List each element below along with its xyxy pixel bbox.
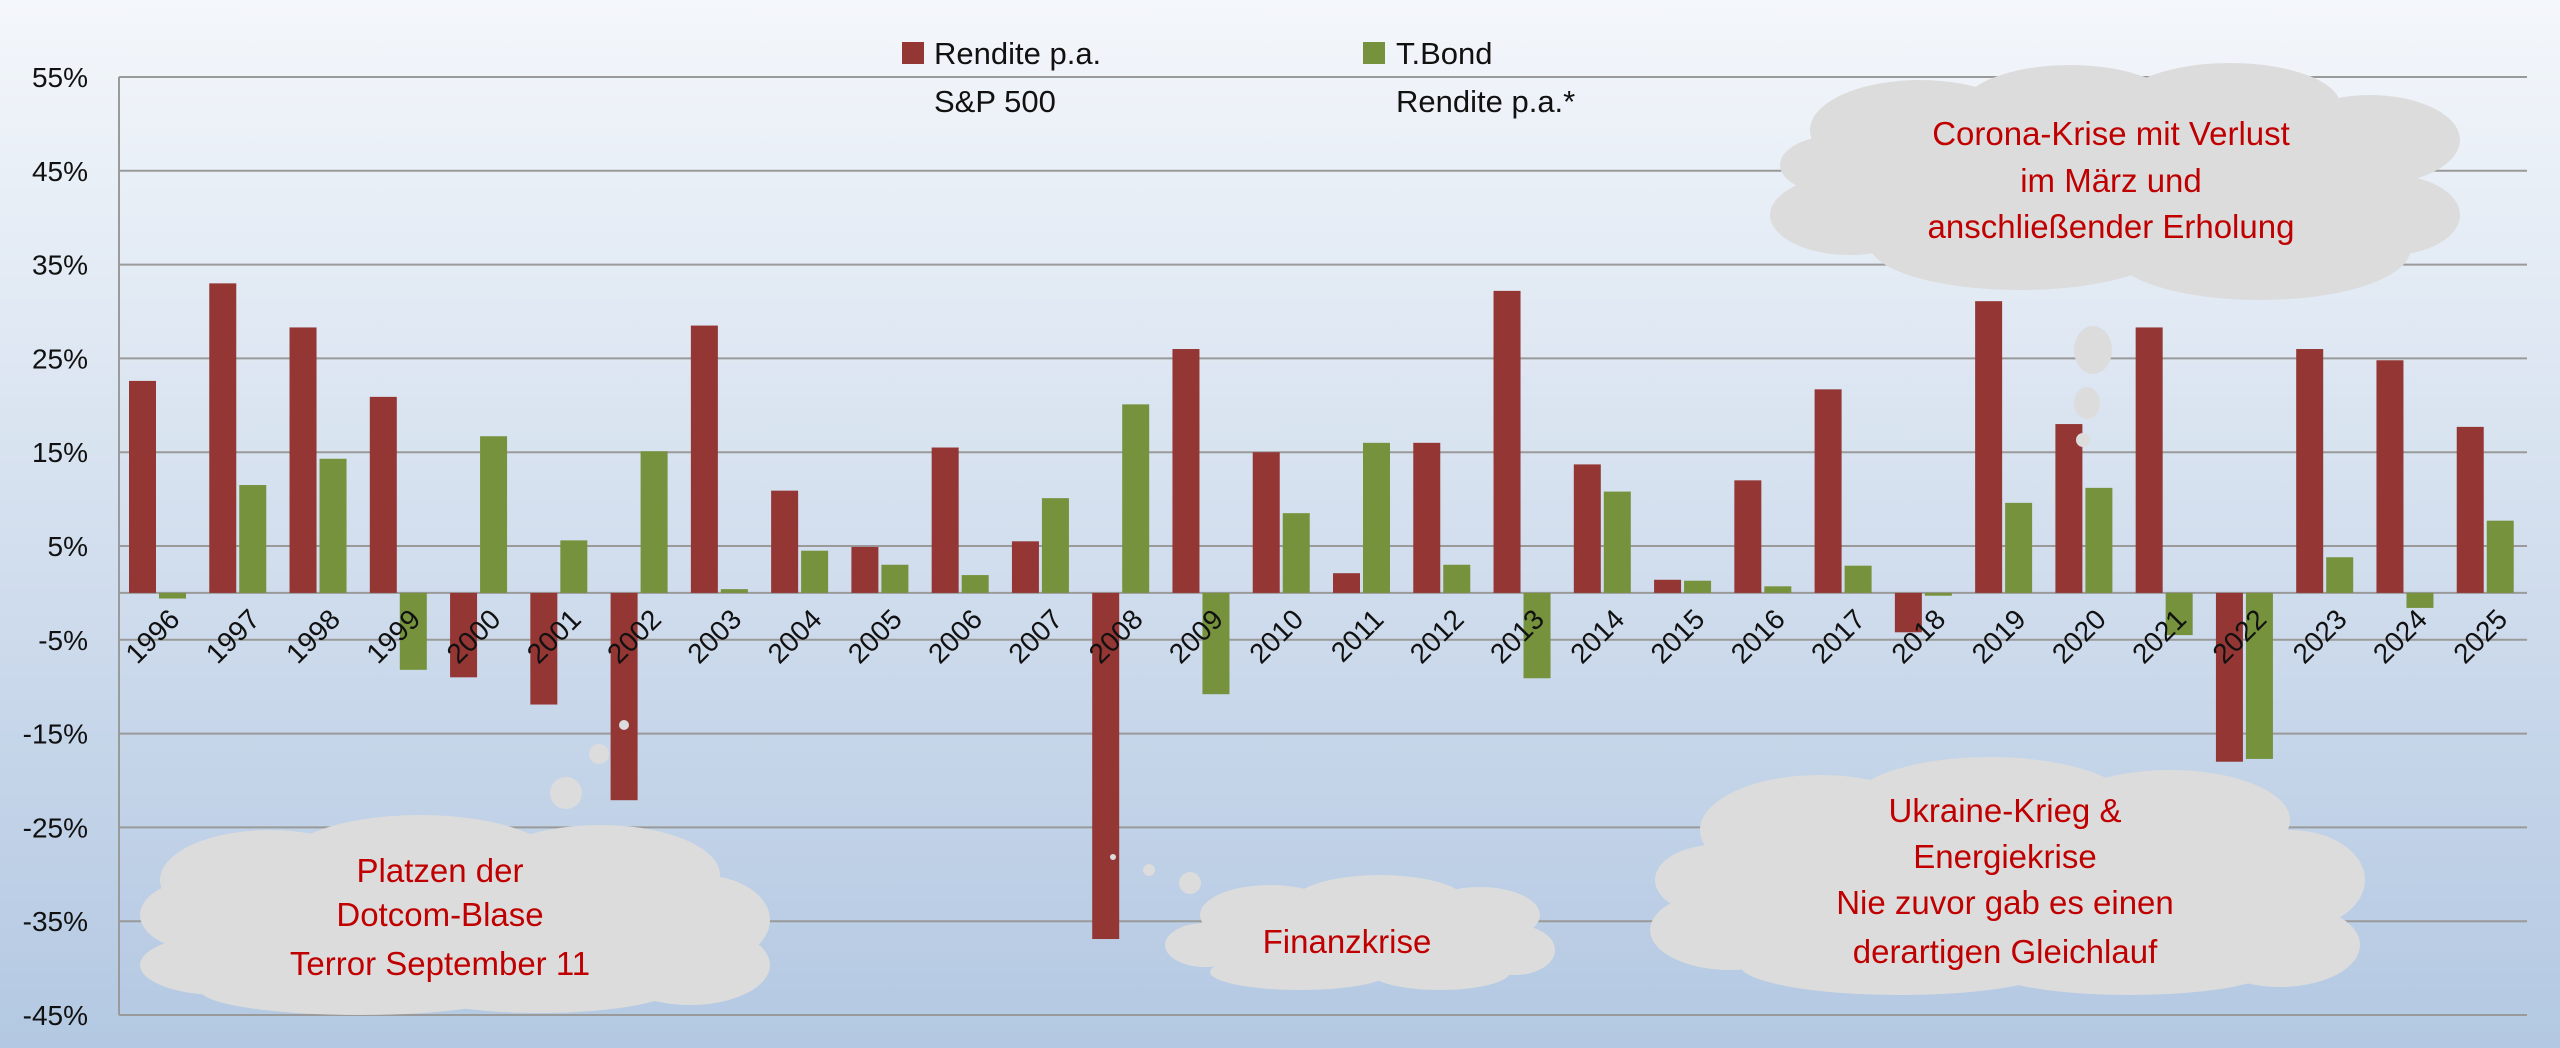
bar-tbond bbox=[1041, 498, 1069, 593]
bar-sp500 bbox=[931, 447, 959, 593]
bar-tbond bbox=[1282, 513, 1310, 593]
annotation-finanzkrise-line1: Finanzkrise bbox=[1263, 923, 1432, 960]
bars bbox=[129, 283, 2514, 940]
bar-sp500 bbox=[690, 325, 718, 593]
bar-sp500 bbox=[2135, 327, 2163, 593]
bar-tbond bbox=[1603, 491, 1631, 593]
bar-sp500 bbox=[2215, 592, 2243, 762]
bar-tbond bbox=[1764, 586, 1792, 593]
bar-tbond bbox=[1202, 592, 1230, 695]
legend-label-tbond: T.Bond bbox=[1396, 36, 1493, 71]
y-tick-label: -15% bbox=[23, 719, 88, 750]
bar-tbond bbox=[1924, 592, 1952, 596]
bar-sp500 bbox=[1975, 301, 2003, 593]
bar-tbond bbox=[961, 575, 989, 593]
bar-tbond bbox=[1443, 564, 1471, 593]
bar-sp500 bbox=[1092, 592, 1120, 940]
bar-sp500 bbox=[289, 327, 317, 593]
bar-sp500 bbox=[771, 490, 799, 593]
bar-sp500 bbox=[1011, 541, 1039, 593]
bar-tbond bbox=[1684, 580, 1712, 593]
annotation-dotcom-line2: Dotcom-Blase bbox=[336, 896, 543, 933]
y-tick-label: -45% bbox=[23, 1000, 88, 1031]
y-tick-label: 55% bbox=[32, 62, 88, 93]
bar-tbond bbox=[801, 550, 829, 593]
bar-tbond bbox=[2245, 592, 2273, 759]
bar-tbond bbox=[1844, 565, 1872, 593]
bar-sp500 bbox=[2296, 349, 2324, 593]
bar-tbond bbox=[2406, 592, 2434, 608]
y-tick-label: 35% bbox=[32, 250, 88, 281]
bar-sp500 bbox=[1413, 442, 1441, 593]
annotation-ukraine-line4: derartigen Gleichlauf bbox=[1853, 933, 2158, 970]
y-axis-ticks: 55% 45% 35% 25% 15% 5% -5% -15% -25% -35% -45% bbox=[23, 62, 88, 1031]
annotation-dotcom: Platzen der Dotcom-Blase Terror Septembe… bbox=[140, 720, 770, 1015]
y-tick-label: 15% bbox=[32, 437, 88, 468]
bar-tbond bbox=[1363, 442, 1390, 593]
bar-sp500 bbox=[2376, 360, 2404, 593]
bar-tbond bbox=[2486, 520, 2514, 593]
annotation-dotcom-line1: Platzen der bbox=[357, 852, 524, 889]
annotation-dotcom-line3: Terror September 11 bbox=[290, 945, 590, 982]
bar-sp500 bbox=[1333, 573, 1360, 593]
bar-sp500 bbox=[1894, 592, 1922, 633]
annotation-ukraine-line3: Nie zuvor gab es einen bbox=[1836, 884, 2174, 921]
legend-swatch-tbond bbox=[1363, 42, 1385, 64]
bar-tbond bbox=[2005, 502, 2033, 593]
bar-tbond bbox=[399, 592, 427, 670]
bar-sp500 bbox=[369, 396, 397, 593]
bar-sp500 bbox=[1493, 290, 1521, 593]
bar-sp500 bbox=[129, 380, 156, 593]
bar-tbond bbox=[560, 540, 588, 593]
annotation-ukraine-line1: Ukraine-Krieg & bbox=[1889, 792, 2122, 829]
annotation-corona-line3: anschließender Erholung bbox=[1928, 208, 2295, 245]
bar-tbond bbox=[239, 485, 267, 593]
legend: Rendite p.a. S&P 500 T.Bond Rendite p.a.… bbox=[902, 36, 1575, 119]
annotation-ukraine-line2: Energiekrise bbox=[1913, 838, 2096, 875]
annotation-finanzkrise: Finanzkrise bbox=[1110, 854, 1555, 990]
bar-sp500 bbox=[209, 283, 237, 593]
bar-sp500 bbox=[1573, 464, 1601, 593]
bar-sp500 bbox=[450, 592, 478, 678]
legend-label-sp500-line2: S&P 500 bbox=[934, 84, 1056, 119]
annotation-corona-line2: im März und bbox=[2020, 162, 2202, 199]
y-tick-label: -5% bbox=[38, 625, 88, 656]
y-tick-label: -25% bbox=[23, 812, 88, 843]
bar-sp500 bbox=[1814, 389, 1842, 593]
bar-sp500 bbox=[1252, 452, 1280, 593]
bar-sp500 bbox=[851, 546, 879, 593]
bar-sp500 bbox=[1734, 480, 1762, 593]
bar-sp500 bbox=[2055, 424, 2083, 593]
bar-sp500 bbox=[1172, 349, 1200, 593]
bar-tbond bbox=[480, 436, 508, 593]
bar-tbond bbox=[881, 564, 909, 593]
bar-tbond bbox=[640, 451, 668, 593]
bar-tbond bbox=[2085, 487, 2113, 593]
annotation-corona: Corona-Krise mit Verlust im März und ans… bbox=[1770, 63, 2460, 447]
bar-tbond bbox=[2165, 592, 2193, 636]
bar-tbond bbox=[720, 589, 748, 593]
y-tick-label: 5% bbox=[48, 531, 88, 562]
legend-label-tbond-line2: Rendite p.a.* bbox=[1396, 84, 1575, 119]
bar-tbond bbox=[2326, 557, 2354, 593]
bar-tbond bbox=[159, 592, 186, 599]
y-tick-label: -35% bbox=[23, 906, 88, 937]
bar-sp500 bbox=[2456, 426, 2484, 593]
legend-swatch-sp500 bbox=[902, 42, 924, 64]
bar-sp500 bbox=[530, 592, 558, 705]
y-tick-label: 45% bbox=[32, 156, 88, 187]
bar-sp500 bbox=[1654, 579, 1682, 593]
legend-label-sp500: Rendite p.a. bbox=[934, 36, 1101, 71]
annotation-corona-line1: Corona-Krise mit Verlust bbox=[1932, 115, 2290, 152]
bar-sp500 bbox=[610, 592, 638, 801]
bar-tbond bbox=[1523, 592, 1551, 679]
bar-tbond bbox=[319, 458, 347, 593]
annotation-ukraine: Ukraine-Krieg & Energiekrise Nie zuvor g… bbox=[1650, 757, 2365, 995]
bar-tbond bbox=[1122, 404, 1150, 593]
y-tick-label: 25% bbox=[32, 343, 88, 374]
